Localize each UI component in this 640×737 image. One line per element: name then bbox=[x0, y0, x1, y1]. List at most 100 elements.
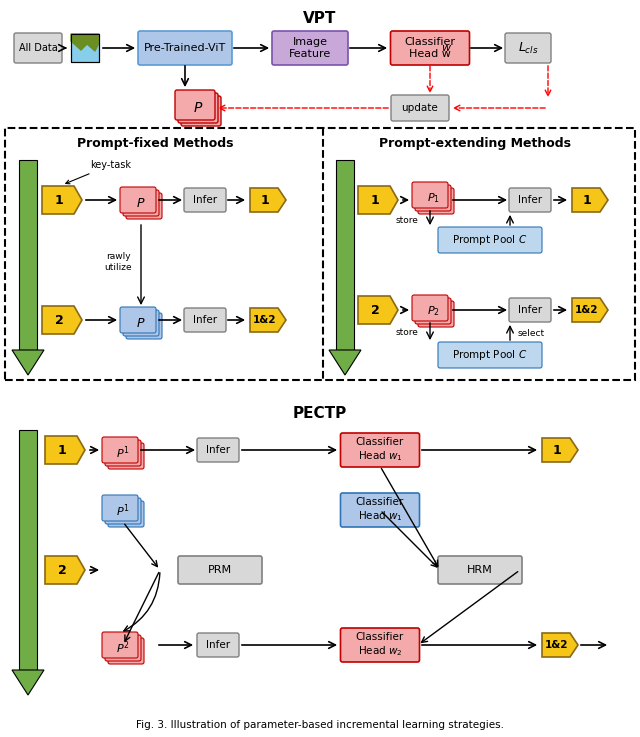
Bar bbox=[336, 160, 354, 350]
Text: Prompt-fixed Methods: Prompt-fixed Methods bbox=[77, 136, 233, 150]
Text: Prompt Pool $C$: Prompt Pool $C$ bbox=[452, 348, 527, 362]
Text: 1&2: 1&2 bbox=[253, 315, 276, 325]
Text: VPT: VPT bbox=[303, 10, 337, 26]
Polygon shape bbox=[358, 296, 398, 324]
Text: $P$: $P$ bbox=[136, 197, 146, 209]
Text: 1: 1 bbox=[58, 444, 67, 456]
Text: select: select bbox=[518, 329, 545, 338]
Text: 1: 1 bbox=[582, 194, 591, 206]
Polygon shape bbox=[71, 34, 99, 51]
Text: 1: 1 bbox=[54, 194, 63, 206]
Text: PRM: PRM bbox=[208, 565, 232, 575]
Polygon shape bbox=[572, 188, 608, 212]
Bar bbox=[71, 34, 99, 62]
Text: Classifier
Head $w_2$: Classifier Head $w_2$ bbox=[356, 632, 404, 658]
Polygon shape bbox=[358, 186, 398, 214]
Text: store: store bbox=[395, 327, 418, 337]
FancyBboxPatch shape bbox=[438, 342, 542, 368]
FancyBboxPatch shape bbox=[184, 188, 226, 212]
Text: rawly
utilize: rawly utilize bbox=[104, 252, 132, 272]
Bar bbox=[71, 34, 99, 62]
FancyBboxPatch shape bbox=[102, 437, 138, 463]
Polygon shape bbox=[12, 670, 44, 695]
FancyBboxPatch shape bbox=[340, 628, 419, 662]
FancyBboxPatch shape bbox=[108, 638, 144, 664]
Polygon shape bbox=[542, 438, 578, 462]
Text: Infer: Infer bbox=[206, 640, 230, 650]
Text: All Data: All Data bbox=[19, 43, 58, 53]
Bar bbox=[19, 160, 36, 350]
FancyBboxPatch shape bbox=[415, 298, 451, 324]
Text: $P^2$: $P^2$ bbox=[116, 640, 130, 657]
Polygon shape bbox=[542, 633, 578, 657]
Text: Image
Feature: Image Feature bbox=[289, 37, 331, 59]
FancyBboxPatch shape bbox=[197, 633, 239, 657]
Text: Classifier
Head $w_1$: Classifier Head $w_1$ bbox=[356, 497, 404, 523]
FancyBboxPatch shape bbox=[505, 33, 551, 63]
FancyBboxPatch shape bbox=[126, 313, 162, 339]
Text: $P_2$: $P_2$ bbox=[427, 304, 440, 318]
Text: 1: 1 bbox=[371, 194, 380, 206]
FancyBboxPatch shape bbox=[126, 193, 162, 219]
FancyBboxPatch shape bbox=[390, 31, 470, 65]
Text: update: update bbox=[402, 103, 438, 113]
FancyBboxPatch shape bbox=[105, 440, 141, 466]
FancyBboxPatch shape bbox=[272, 31, 348, 65]
Text: Pre-Trained-ViT: Pre-Trained-ViT bbox=[144, 43, 226, 53]
Bar bbox=[5, 128, 635, 380]
Text: Prompt Pool $C$: Prompt Pool $C$ bbox=[452, 233, 527, 247]
FancyBboxPatch shape bbox=[340, 493, 419, 527]
FancyBboxPatch shape bbox=[340, 433, 419, 467]
FancyBboxPatch shape bbox=[105, 635, 141, 661]
FancyBboxPatch shape bbox=[181, 96, 221, 126]
Text: Infer: Infer bbox=[518, 195, 542, 205]
FancyBboxPatch shape bbox=[105, 498, 141, 524]
Text: $P$: $P$ bbox=[193, 101, 203, 115]
Polygon shape bbox=[329, 350, 361, 375]
Text: Fig. 3. Illustration of parameter-based incremental learning strategies.: Fig. 3. Illustration of parameter-based … bbox=[136, 720, 504, 730]
Bar bbox=[19, 430, 36, 670]
Polygon shape bbox=[572, 298, 608, 322]
Polygon shape bbox=[250, 308, 286, 332]
Text: Classifier
Head w: Classifier Head w bbox=[404, 37, 456, 59]
FancyBboxPatch shape bbox=[178, 556, 262, 584]
Text: $w$: $w$ bbox=[442, 43, 452, 53]
Text: $L_{cls}$: $L_{cls}$ bbox=[518, 41, 538, 55]
FancyBboxPatch shape bbox=[415, 185, 451, 211]
FancyBboxPatch shape bbox=[14, 33, 62, 63]
Text: 2: 2 bbox=[371, 304, 380, 316]
FancyBboxPatch shape bbox=[418, 188, 454, 214]
Text: $P$: $P$ bbox=[136, 316, 146, 329]
Text: Infer: Infer bbox=[193, 195, 217, 205]
Text: Infer: Infer bbox=[206, 445, 230, 455]
Text: 1&2: 1&2 bbox=[545, 640, 569, 650]
FancyBboxPatch shape bbox=[184, 308, 226, 332]
Polygon shape bbox=[42, 186, 82, 214]
FancyBboxPatch shape bbox=[120, 307, 156, 333]
Text: Infer: Infer bbox=[193, 315, 217, 325]
FancyBboxPatch shape bbox=[102, 495, 138, 521]
Text: PECTP: PECTP bbox=[293, 405, 347, 421]
Text: Classifier
Head $w_1$: Classifier Head $w_1$ bbox=[356, 437, 404, 463]
Text: 1: 1 bbox=[260, 194, 269, 206]
Polygon shape bbox=[45, 556, 85, 584]
FancyBboxPatch shape bbox=[438, 556, 522, 584]
FancyBboxPatch shape bbox=[175, 90, 215, 120]
Text: store: store bbox=[395, 215, 418, 225]
FancyBboxPatch shape bbox=[120, 187, 156, 213]
Text: 1: 1 bbox=[552, 444, 561, 456]
FancyBboxPatch shape bbox=[509, 298, 551, 322]
Text: key-task: key-task bbox=[66, 160, 131, 184]
Text: Prompt-extending Methods: Prompt-extending Methods bbox=[379, 136, 571, 150]
Polygon shape bbox=[42, 306, 82, 334]
FancyBboxPatch shape bbox=[108, 501, 144, 527]
FancyBboxPatch shape bbox=[391, 95, 449, 121]
Text: $P^1$: $P^1$ bbox=[116, 444, 130, 461]
FancyBboxPatch shape bbox=[438, 227, 542, 253]
Polygon shape bbox=[250, 188, 286, 212]
Text: 2: 2 bbox=[58, 564, 67, 576]
FancyBboxPatch shape bbox=[418, 301, 454, 327]
Text: $P^1$: $P^1$ bbox=[116, 503, 130, 520]
Polygon shape bbox=[45, 436, 85, 464]
Text: 1&2: 1&2 bbox=[575, 305, 599, 315]
